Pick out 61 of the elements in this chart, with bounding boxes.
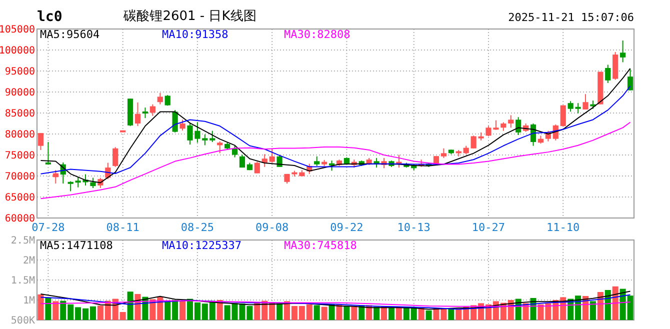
candlestick <box>90 177 96 189</box>
candlestick <box>180 119 186 132</box>
x-tick-label: 11-10 <box>546 221 580 234</box>
candlestick <box>157 92 163 105</box>
candlestick <box>134 102 141 127</box>
candlestick <box>440 148 447 158</box>
y-tick-label: 100000 <box>0 46 35 56</box>
x-tick-label: 10-27 <box>472 221 506 234</box>
text: MA10:91358 <box>162 28 228 41</box>
text: MA5:1471108 <box>40 239 113 252</box>
candlestick <box>560 104 566 128</box>
x-tick-label: 08-11 <box>106 221 140 234</box>
text: MA10:1225337 <box>162 239 242 252</box>
candlestick <box>172 110 178 133</box>
candlestick <box>142 107 148 119</box>
y-tick-label: 2M <box>22 256 35 266</box>
candlestick <box>45 142 51 165</box>
y-tick-label: 65000 <box>4 192 35 204</box>
candlestick <box>232 145 238 158</box>
y-tick-label: 90000 <box>4 88 35 98</box>
candlestick <box>150 104 156 116</box>
y-tick-label: 80000 <box>4 130 35 140</box>
line-series <box>40 122 631 200</box>
line-series <box>40 294 631 310</box>
y-tick-label: 1.5M <box>10 276 35 286</box>
candlestick <box>627 68 634 91</box>
candlestick <box>254 161 260 174</box>
candlestick <box>112 146 118 168</box>
text: 2025-11-21 15:07:06 <box>508 11 634 24</box>
text: MA30:82808 <box>284 28 350 41</box>
candlestick <box>52 170 58 184</box>
candlestick <box>202 134 208 146</box>
y-tick-label: 2.5M <box>10 236 35 246</box>
x-tick-label: 08-25 <box>180 221 214 234</box>
candlestick <box>38 132 44 150</box>
y-tick-label: 75000 <box>4 150 35 162</box>
y-tick-label: 85000 <box>4 108 35 120</box>
candlestick <box>508 114 514 128</box>
candlestick <box>516 116 522 136</box>
candlestick <box>269 148 275 164</box>
text: lc0 <box>37 9 62 25</box>
text: MA30:745818 <box>284 239 357 252</box>
y-tick-label: 500K <box>10 316 35 326</box>
candlestick <box>605 64 611 84</box>
candlestick <box>314 156 320 166</box>
candlestick <box>217 140 223 154</box>
x-tick-label: 09-08 <box>256 221 289 234</box>
text: MA5:95604 <box>40 28 100 41</box>
candlestick <box>582 94 588 110</box>
candlestick <box>620 40 626 63</box>
y-tick-label: 95000 <box>4 66 35 78</box>
y-tick-label: 105000 <box>0 24 35 36</box>
candlestick <box>239 154 246 168</box>
candlestick <box>210 130 216 143</box>
x-tick-label: 10-13 <box>397 221 430 234</box>
y-tick-label: 70000 <box>4 172 35 182</box>
line-series <box>40 290 631 310</box>
y-tick-label: 1M <box>22 296 35 306</box>
x-tick-label: 09-22 <box>330 221 364 234</box>
candlestick <box>276 154 282 168</box>
chart-title: 碳酸锂2601 - 日K线图 <box>122 9 256 24</box>
